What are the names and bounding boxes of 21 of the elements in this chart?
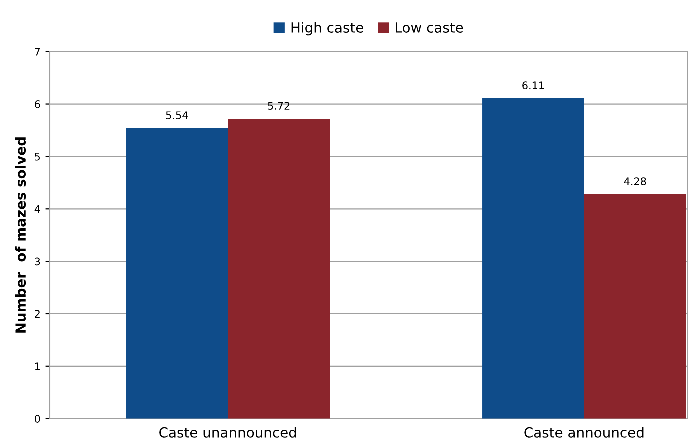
data-label: 4.28 [624,178,646,186]
legend-label: High caste [292,22,364,36]
bar [228,118,330,419]
bar [482,98,584,419]
data-label: 6.11 [522,82,544,90]
y-tick-label: 6 [35,100,40,108]
data-label: 5.72 [268,102,290,110]
legend-label: Low caste [396,22,464,33]
y-tick-label: 0 [35,415,40,423]
x-tick-label: Caste announced [524,427,644,438]
bar [584,194,686,419]
data-label: 5.54 [166,112,188,120]
y-tick-label: 7 [35,48,40,56]
y-tick-label: 1 [35,362,40,370]
y-tick-label: 2 [35,310,40,318]
bar [126,128,228,419]
y-tick-label: 3 [35,258,40,266]
y-tick-label: 5 [35,153,40,161]
x-tick-label: Caste unannounced [160,427,296,438]
y-tick-label: 4 [34,205,40,214]
y-axis-title: Number of mazes solved [15,138,26,333]
